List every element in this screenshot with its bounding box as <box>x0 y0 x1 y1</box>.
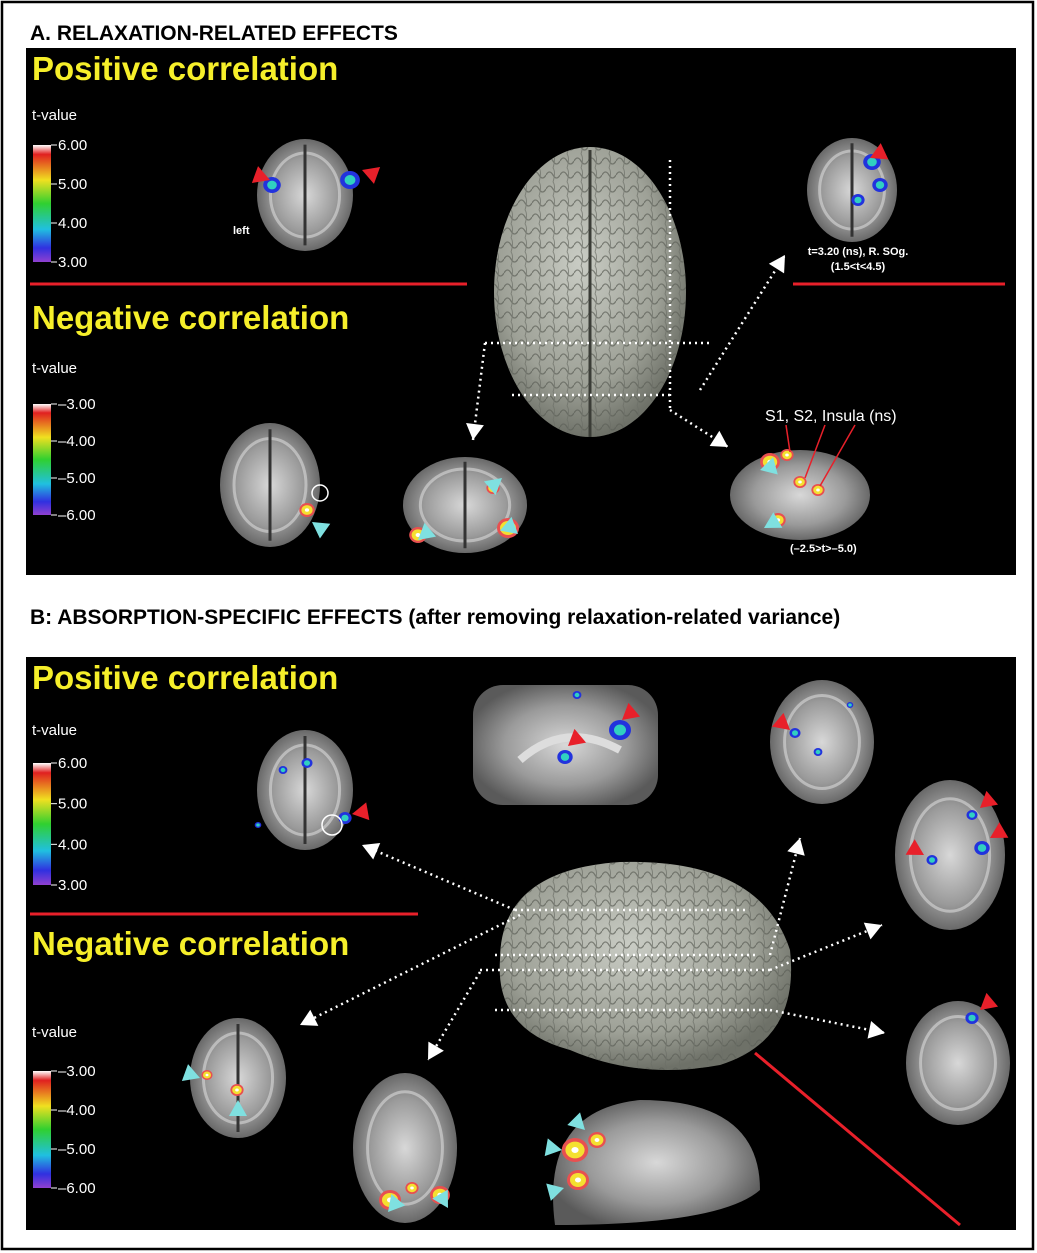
brain-texture <box>500 862 791 1070</box>
color-bar <box>33 1071 51 1188</box>
scale-tick-label: –5.00 <box>58 470 96 487</box>
scale-tick-label: 5.00 <box>58 796 87 813</box>
scale-tick-label: 5.00 <box>58 176 87 193</box>
activation-core <box>968 1015 975 1022</box>
heading: Negative correlation <box>32 299 349 336</box>
section-title: A. RELAXATION-RELATED EFFECTS <box>30 22 398 45</box>
activation-core <box>978 844 986 852</box>
heading: Negative correlation <box>32 925 349 962</box>
activation-core <box>561 753 569 761</box>
activation-core <box>304 760 310 766</box>
scale-tick-label: 4.00 <box>58 215 87 232</box>
scale-tick-label: –6.00 <box>58 507 96 524</box>
color-bar <box>33 404 51 515</box>
activation-core <box>969 812 975 818</box>
scale-tick-label: –4.00 <box>58 1102 96 1119</box>
activation-center <box>785 454 789 457</box>
scale-tick-label: 4.00 <box>58 836 87 853</box>
heading: Positive correlation <box>32 50 338 87</box>
activation-core <box>256 823 260 826</box>
range-label: (–2.5>t>–5.0) <box>790 543 857 555</box>
activation-center <box>575 1178 581 1183</box>
scale-label: t-value <box>32 1024 77 1041</box>
activation-core <box>281 768 286 772</box>
scale-tick-label: –6.00 <box>58 1180 96 1197</box>
scale-tick-label: 3.00 <box>58 877 87 894</box>
activation-core <box>792 730 798 736</box>
scale-tick-label: –5.00 <box>58 1141 96 1158</box>
activation-center <box>235 1089 239 1092</box>
activation-core <box>876 181 884 189</box>
brain-slice <box>730 450 870 540</box>
scale-tick-label: –4.00 <box>58 433 96 450</box>
scale-tick-label: 6.00 <box>58 755 87 772</box>
color-bar <box>33 145 51 262</box>
activation-core <box>614 725 626 736</box>
scale-label: t-value <box>32 107 77 124</box>
figure: A. RELAXATION-RELATED EFFECTS B: ABSORPT… <box>0 0 1037 1253</box>
scale-label: t-value <box>32 722 77 739</box>
annotation: (1.5<t<4.5) <box>831 261 886 273</box>
annotation: S1, S2, Insula (ns) <box>765 408 897 425</box>
activation-core <box>848 703 852 706</box>
activation-core <box>854 197 861 204</box>
activation-center <box>595 1138 600 1142</box>
activation-core <box>575 693 580 697</box>
scale-tick-label: 3.00 <box>58 254 87 271</box>
color-bar <box>33 763 51 885</box>
brain-slice <box>473 685 658 805</box>
scale-tick-label: –3.00 <box>58 1063 96 1080</box>
annotation: t=3.20 (ns), R. SOg. <box>808 246 909 258</box>
activation-center <box>305 508 309 512</box>
scale-label: t-value <box>32 360 77 377</box>
activation-center <box>410 1187 414 1190</box>
heading: Positive correlation <box>32 659 338 696</box>
side-label: left <box>233 225 250 237</box>
activation-core <box>267 181 277 190</box>
activation-core <box>867 158 877 167</box>
section-title: B: ABSORPTION-SPECIFIC EFFECTS (after re… <box>30 606 840 629</box>
activation-center <box>816 489 820 492</box>
scale-tick-label: –3.00 <box>58 396 96 413</box>
activation-center <box>571 1147 578 1153</box>
activation-center <box>798 481 802 484</box>
scale-tick-label: 6.00 <box>58 137 87 154</box>
activation-core <box>341 815 348 822</box>
activation-core <box>816 750 821 754</box>
activation-core <box>345 175 356 185</box>
activation-core <box>929 857 935 863</box>
activation-center <box>206 1074 209 1077</box>
